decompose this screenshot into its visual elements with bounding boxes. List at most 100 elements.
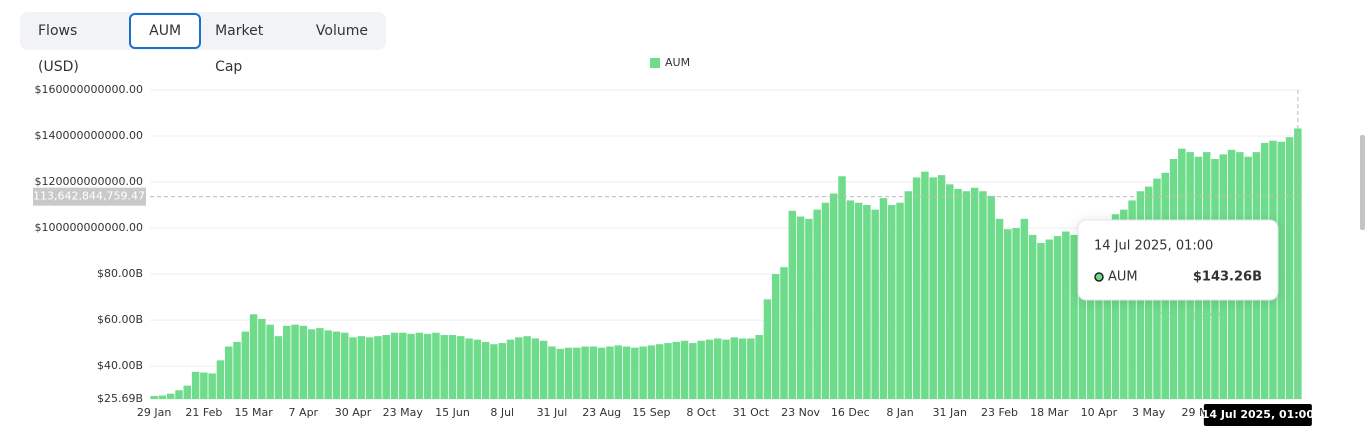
bar — [216, 360, 225, 399]
bar — [829, 193, 838, 399]
bar — [672, 341, 681, 399]
bar — [341, 332, 349, 399]
x-tick-label: 16 Dec — [831, 406, 870, 419]
bar — [871, 209, 879, 399]
bar — [1028, 234, 1037, 399]
bar — [722, 339, 730, 399]
bar — [573, 347, 581, 399]
bar — [937, 175, 946, 399]
bar — [432, 332, 440, 399]
bar — [266, 324, 274, 399]
tooltip-box — [1077, 219, 1279, 301]
bar — [1294, 128, 1302, 399]
bar — [515, 337, 523, 399]
bar — [548, 346, 556, 399]
tooltip-series: AUM — [1108, 270, 1138, 285]
bar — [457, 336, 465, 399]
bar — [1037, 242, 1045, 399]
tab[interactable]: Flows (USD) — [38, 23, 79, 75]
x-tick-label: 23 Feb — [981, 406, 1018, 419]
bar — [299, 325, 308, 399]
tab[interactable]: AUM — [129, 13, 202, 49]
tab[interactable]: Market Cap — [215, 23, 264, 75]
legend-swatch — [650, 58, 660, 68]
bar — [606, 346, 614, 399]
bar — [166, 393, 175, 399]
bar — [440, 335, 448, 399]
bar — [639, 346, 647, 399]
bar — [912, 177, 921, 399]
bar — [183, 385, 192, 399]
bar — [1062, 231, 1070, 399]
x-tick-label: 23 Nov — [781, 406, 820, 419]
bar — [631, 347, 639, 399]
bar — [200, 372, 208, 399]
bar — [490, 344, 498, 399]
bar — [332, 331, 341, 399]
bar — [1103, 228, 1111, 399]
bar — [1111, 214, 1120, 399]
bar — [970, 187, 979, 399]
bar — [705, 339, 714, 399]
crosshair-y-box — [33, 187, 146, 206]
bar — [929, 177, 937, 399]
bar — [863, 205, 871, 399]
bar — [995, 218, 1004, 399]
bar — [1020, 218, 1029, 399]
bar — [316, 328, 324, 399]
bar — [415, 332, 424, 399]
bar — [1012, 228, 1020, 399]
bar — [498, 343, 506, 399]
bar — [283, 325, 291, 399]
bar — [796, 216, 805, 399]
x-tick-label: 10 Apr — [1081, 406, 1118, 419]
bar — [697, 340, 705, 399]
bar — [291, 324, 299, 399]
bar — [448, 335, 457, 399]
tooltip-title: 14 Jul 2025, 01:00 — [1094, 239, 1213, 254]
bar — [399, 332, 407, 399]
x-tick-label: 23 May — [383, 406, 424, 419]
crosshair-y-label: 113,642,844,759.47 — [33, 190, 145, 203]
bar — [730, 337, 739, 399]
bar — [805, 218, 813, 399]
bar — [208, 373, 216, 399]
bar — [1078, 228, 1087, 399]
bar — [622, 346, 631, 399]
bar — [506, 339, 515, 399]
bar — [150, 395, 158, 399]
bar — [233, 341, 241, 399]
tooltip-dot — [1094, 272, 1104, 282]
bar — [258, 318, 266, 399]
bar — [838, 176, 846, 399]
bar — [1053, 236, 1062, 399]
x-tick-label: 21 Feb — [185, 406, 222, 419]
bar — [846, 200, 855, 399]
bar — [390, 332, 399, 399]
x-tick-label: 31 Jan — [933, 406, 967, 419]
bar — [581, 346, 589, 399]
bar — [407, 333, 415, 399]
bar — [597, 347, 606, 399]
bar — [962, 191, 971, 399]
x-tick-label: 29 Jan — [137, 406, 171, 419]
tooltip-value: $143.26B — [1193, 270, 1262, 285]
bar — [523, 336, 531, 399]
bar — [647, 345, 656, 399]
x-tick-label: 31 Oct — [733, 406, 770, 419]
y-tick-label: $100000000000.00 — [35, 221, 143, 234]
bar — [1095, 234, 1103, 399]
x-tick-label: 8 Jul — [490, 406, 514, 419]
bar — [979, 191, 987, 399]
x-tick-label: 15 Jun — [435, 406, 470, 419]
bar — [954, 188, 962, 399]
bar — [224, 346, 233, 399]
bar — [614, 345, 623, 399]
x-tick-label: 7 Apr — [289, 406, 319, 419]
x-tick-label: 23 Aug — [582, 406, 621, 419]
tab[interactable]: Volume — [315, 23, 368, 39]
y-tick-label: $60.00B — [97, 313, 143, 326]
bar — [158, 395, 167, 399]
bar — [1070, 234, 1078, 399]
